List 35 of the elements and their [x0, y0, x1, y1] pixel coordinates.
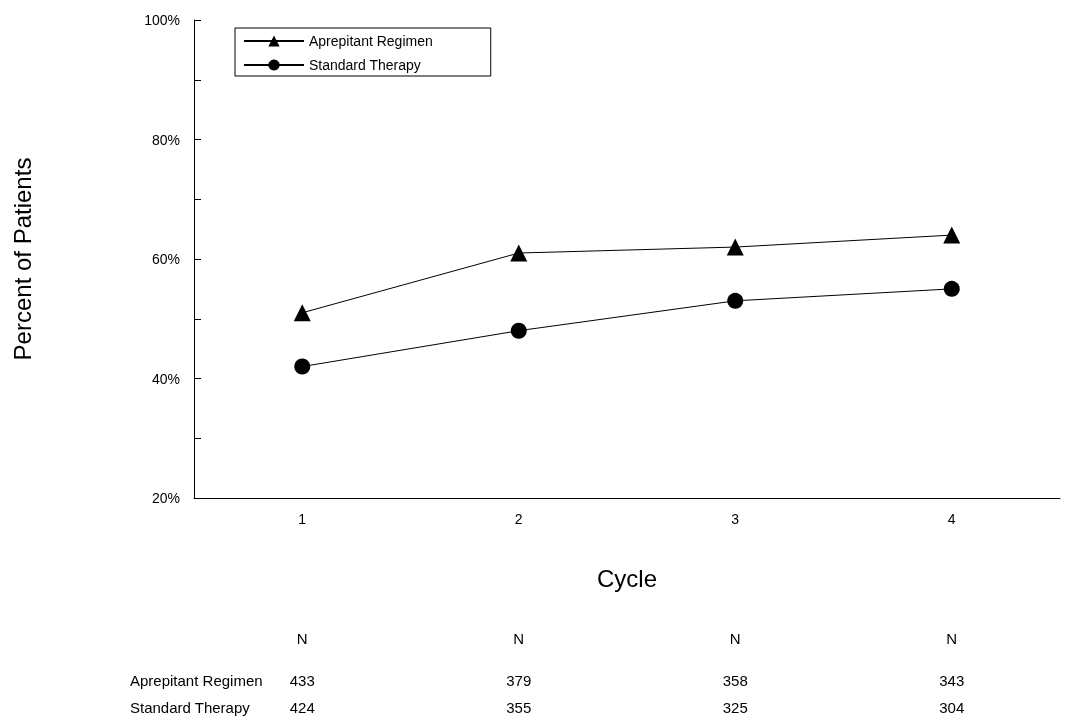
y-tick-label: 100% [144, 12, 180, 28]
text: 325 [722, 698, 748, 716]
text: N [946, 629, 958, 647]
y-tick-label: 40% [151, 370, 180, 387]
point [726, 238, 744, 256]
point [943, 226, 961, 244]
text: 379 [506, 671, 532, 689]
text: 304 [939, 698, 965, 716]
text: Standard Therapy [130, 698, 251, 716]
legend-label: Standard Therapy [309, 57, 421, 73]
text: N [729, 629, 741, 647]
text: Aprepitant Regimen [130, 671, 263, 689]
text: 358 [722, 671, 748, 689]
x-axis-title: Cycle [596, 564, 658, 592]
x-tick-label: 3 [731, 511, 740, 527]
point [294, 358, 311, 375]
point [510, 244, 528, 262]
text: N [513, 629, 525, 647]
y-axis-title: Percent of Patients [8, 157, 36, 361]
point [510, 322, 527, 339]
text: 355 [506, 698, 532, 716]
text: 343 [939, 671, 965, 689]
text: 424 [289, 698, 315, 716]
legend-label: Aprepitant Regimen [309, 33, 433, 49]
text: 433 [289, 671, 315, 689]
x-tick-label: 2 [514, 511, 523, 527]
point [943, 280, 960, 297]
y-tick-label: 60% [151, 251, 180, 267]
text: N [296, 629, 308, 647]
x-tick-label: 1 [298, 511, 307, 527]
point [727, 292, 744, 309]
y-tick-label: 20% [151, 490, 180, 506]
point [293, 304, 311, 322]
x-tick-label: 4 [947, 511, 956, 527]
y-tick-label: 80% [151, 131, 180, 148]
